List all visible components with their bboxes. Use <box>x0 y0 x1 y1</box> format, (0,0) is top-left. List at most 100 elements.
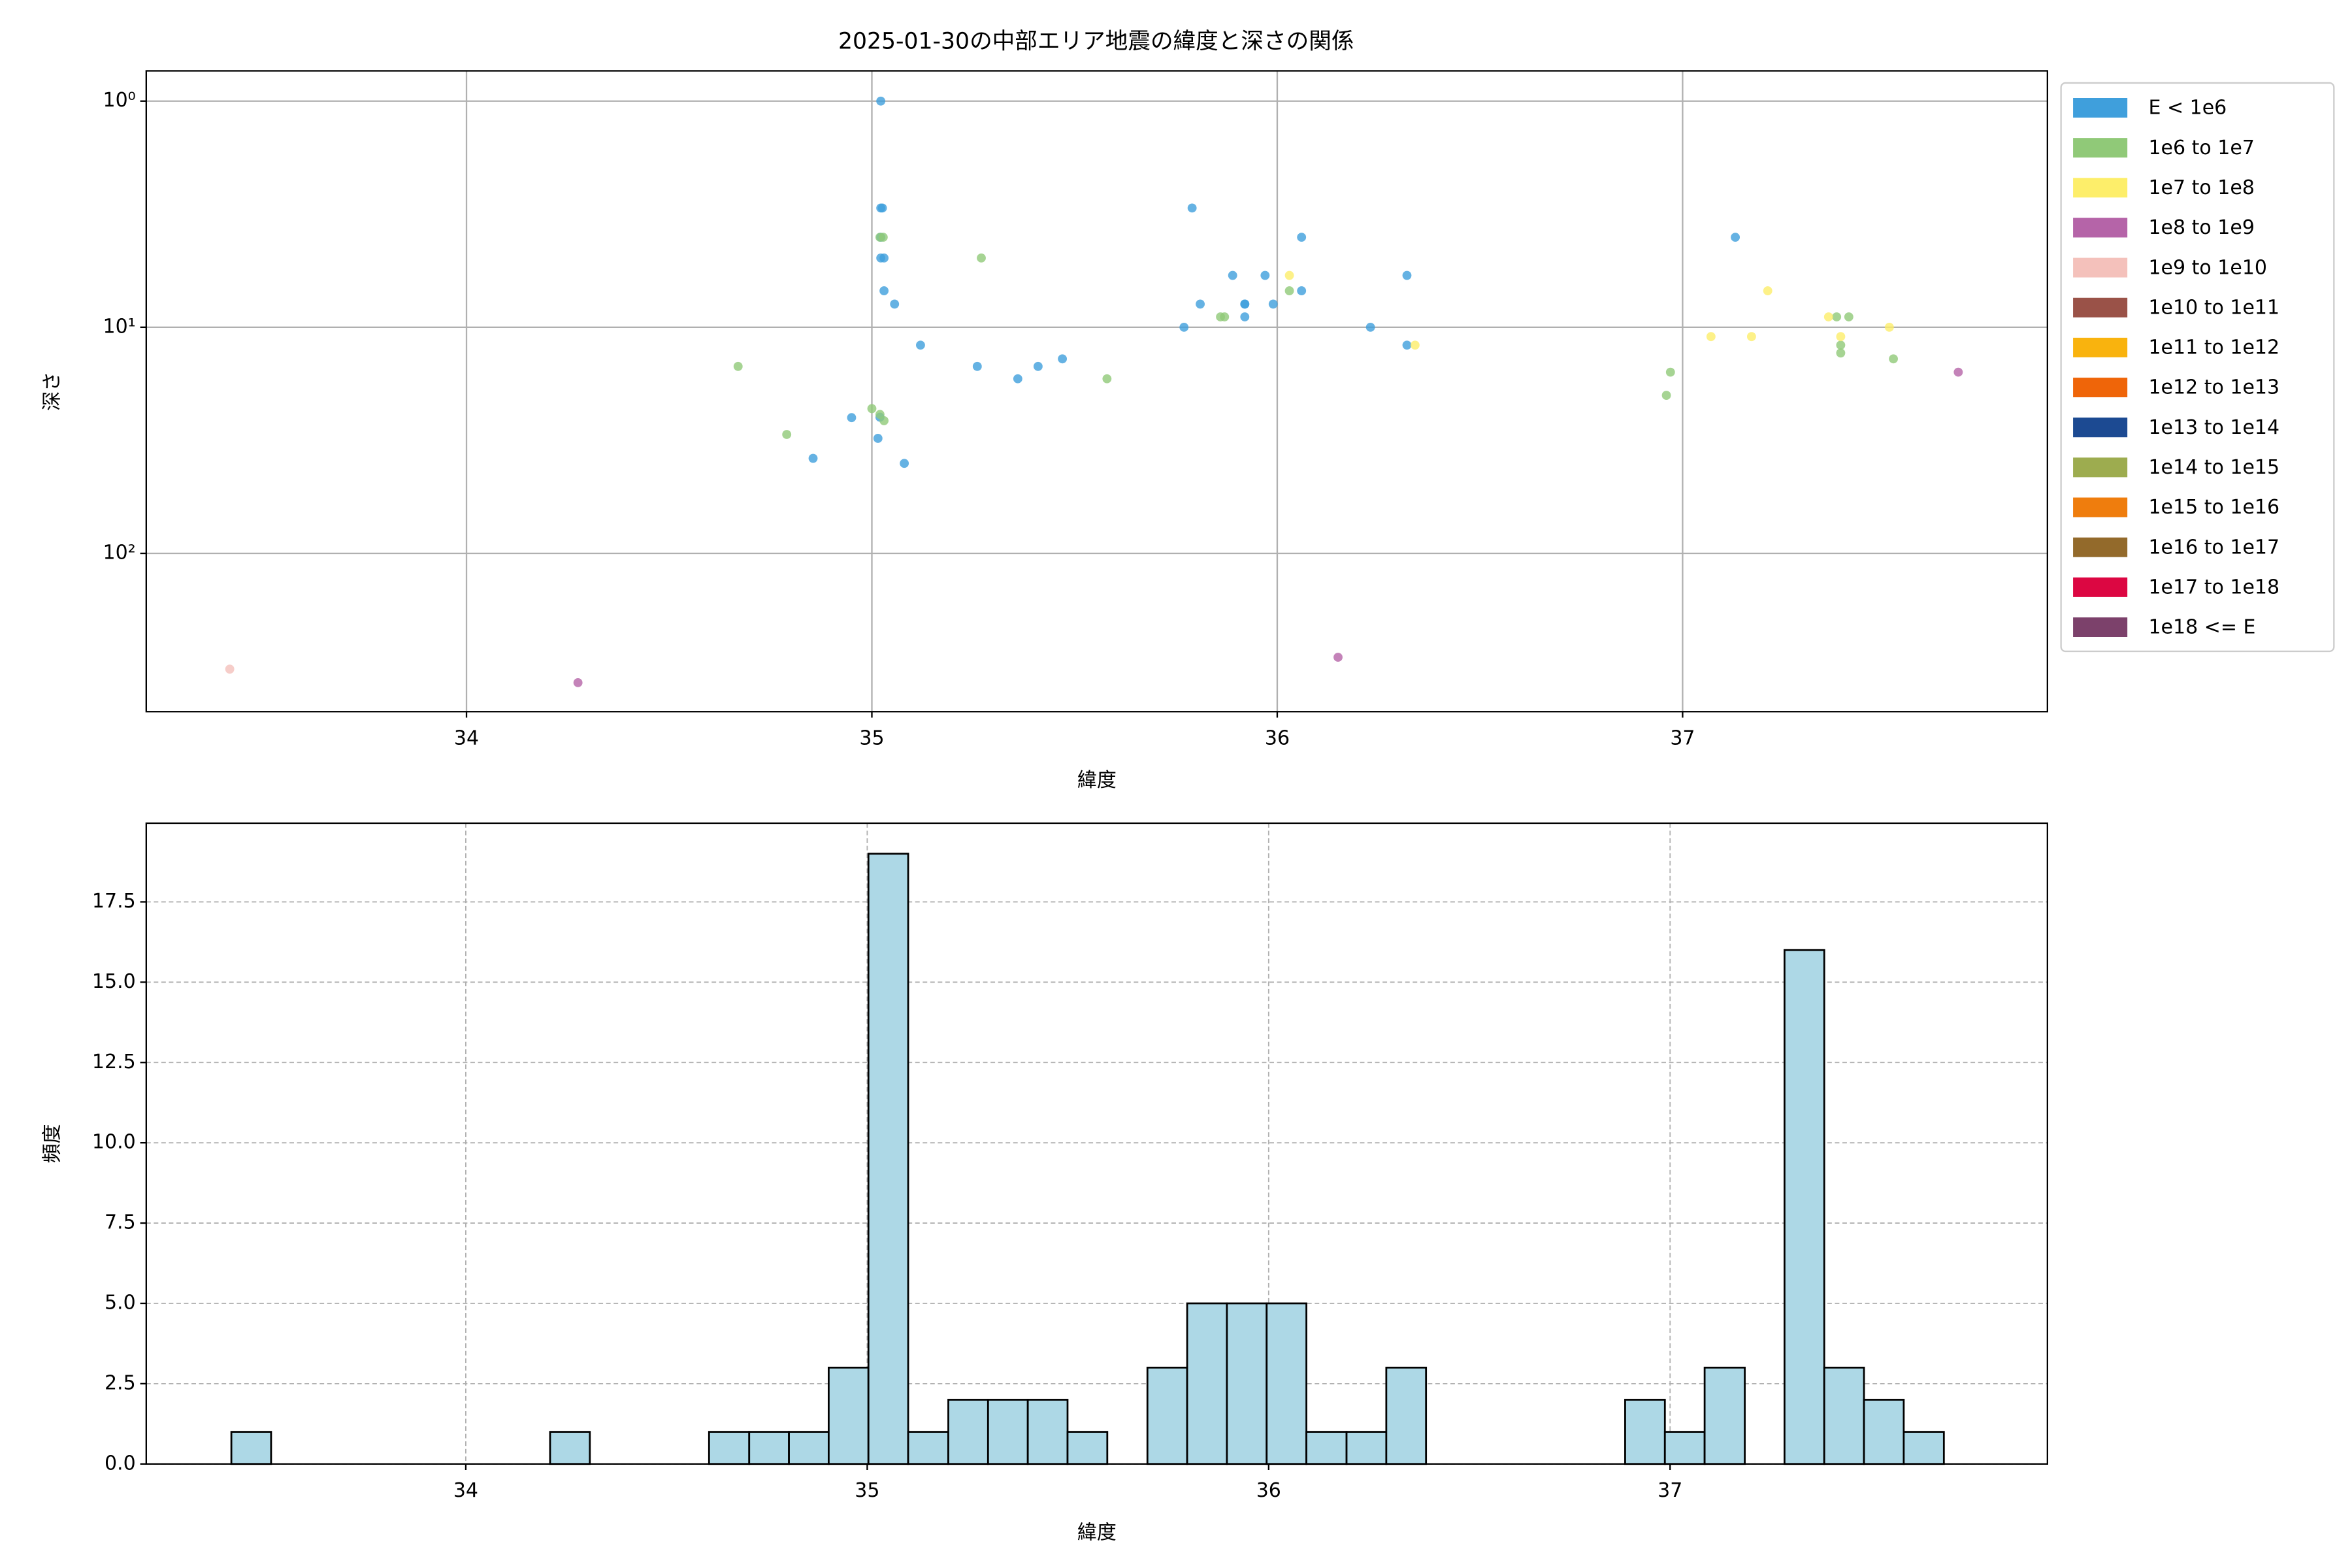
bar <box>828 1366 870 1465</box>
point <box>808 453 818 463</box>
legend-label: 1e14 to 1e15 <box>2148 456 2279 479</box>
chart-title: 2025-01-30の中部エリア地震の緯度と深さの関係 <box>838 29 1354 55</box>
bar <box>907 1431 949 1465</box>
legend-swatch <box>2073 417 2128 438</box>
legend-box <box>2060 82 2335 653</box>
point <box>1284 270 1294 280</box>
y-tick-label: 0.0 <box>105 1452 136 1475</box>
point <box>879 416 889 425</box>
bar <box>1823 1366 1865 1465</box>
legend-label: 1e13 to 1e14 <box>2148 416 2279 439</box>
point <box>873 434 883 443</box>
point <box>1832 312 1842 321</box>
x-tick-label: 35 <box>855 1479 879 1502</box>
bar <box>1066 1431 1109 1465</box>
point <box>1889 354 1898 364</box>
point <box>867 404 877 414</box>
y-tick-label: 10⁰ <box>103 89 135 112</box>
point <box>1953 367 1963 377</box>
y-tick-label: 15.0 <box>92 970 136 993</box>
y-tick-label: 7.5 <box>105 1211 136 1234</box>
legend-swatch <box>2073 257 2128 278</box>
bar <box>1305 1431 1348 1465</box>
legend-label: 1e17 to 1e18 <box>2148 576 2279 599</box>
point <box>1731 233 1740 242</box>
point <box>1196 299 1205 309</box>
legend-swatch <box>2073 497 2128 517</box>
bar <box>549 1431 591 1465</box>
legend-swatch <box>2073 457 2128 478</box>
legend-label: 1e18 <= E <box>2148 616 2255 639</box>
point <box>877 203 887 213</box>
legend-label: 1e11 to 1e12 <box>2148 336 2279 359</box>
point <box>1706 332 1716 342</box>
point <box>1240 299 1250 309</box>
point <box>1884 322 1894 332</box>
point <box>1333 653 1343 662</box>
legend-swatch <box>2073 138 2128 158</box>
bar <box>1186 1302 1228 1465</box>
legend-swatch <box>2073 537 2128 557</box>
x-tick-label: 37 <box>1658 1479 1682 1502</box>
y-tick-label: 12.5 <box>92 1051 136 1073</box>
plot-frame <box>145 70 2048 713</box>
point <box>1228 270 1237 280</box>
point <box>1402 270 1412 280</box>
legend-swatch <box>2073 337 2128 357</box>
point <box>782 430 792 439</box>
legend-label: E < 1e6 <box>2148 97 2227 120</box>
point <box>225 664 235 674</box>
bar <box>1026 1399 1069 1465</box>
point <box>1410 340 1420 350</box>
point <box>1763 286 1772 296</box>
point <box>879 286 889 296</box>
legend-label: 1e9 to 1e10 <box>2148 256 2267 279</box>
x-tick-label: 35 <box>859 727 884 749</box>
point <box>1179 322 1189 332</box>
point <box>900 459 909 468</box>
point <box>916 340 925 350</box>
y-tick-label: 2.5 <box>105 1371 136 1394</box>
point <box>1187 203 1197 213</box>
point <box>972 361 982 371</box>
legend-label: 1e7 to 1e8 <box>2148 176 2254 199</box>
bar <box>987 1399 1029 1465</box>
x-tick-label: 36 <box>1256 1479 1281 1502</box>
point <box>876 96 886 106</box>
bar <box>1903 1431 1945 1465</box>
legend-label: 1e15 to 1e16 <box>2148 496 2279 519</box>
point <box>977 253 986 263</box>
y-tick-label: 10¹ <box>103 315 135 338</box>
legend-label: 1e12 to 1e13 <box>2148 376 2279 399</box>
bar <box>867 853 909 1465</box>
x-axis-label: 緯度 <box>1077 1521 1117 1544</box>
bar <box>1266 1302 1307 1465</box>
y-tick-label: 17.5 <box>92 890 136 913</box>
point <box>1220 312 1230 321</box>
y-tick-label: 10² <box>103 541 135 564</box>
legend-swatch <box>2073 218 2128 238</box>
bar <box>1385 1366 1428 1465</box>
bar <box>748 1431 790 1465</box>
legend-label: 1e8 to 1e9 <box>2148 216 2254 239</box>
point <box>1268 299 1278 309</box>
bar <box>1663 1431 1706 1465</box>
point <box>1102 374 1112 384</box>
point <box>1058 354 1068 364</box>
legend-label: 1e16 to 1e17 <box>2148 536 2279 559</box>
point <box>1836 348 1846 358</box>
point <box>1033 361 1043 371</box>
legend-swatch <box>2073 617 2128 637</box>
bar <box>1345 1431 1388 1465</box>
x-tick-label: 34 <box>453 1479 478 1502</box>
point <box>1297 233 1307 242</box>
bar <box>230 1431 272 1465</box>
point <box>1284 286 1294 296</box>
y-tick-label: 10.0 <box>92 1131 136 1154</box>
bar <box>947 1399 989 1465</box>
point <box>1297 286 1307 296</box>
legend-swatch <box>2073 297 2128 318</box>
point <box>1661 391 1671 400</box>
